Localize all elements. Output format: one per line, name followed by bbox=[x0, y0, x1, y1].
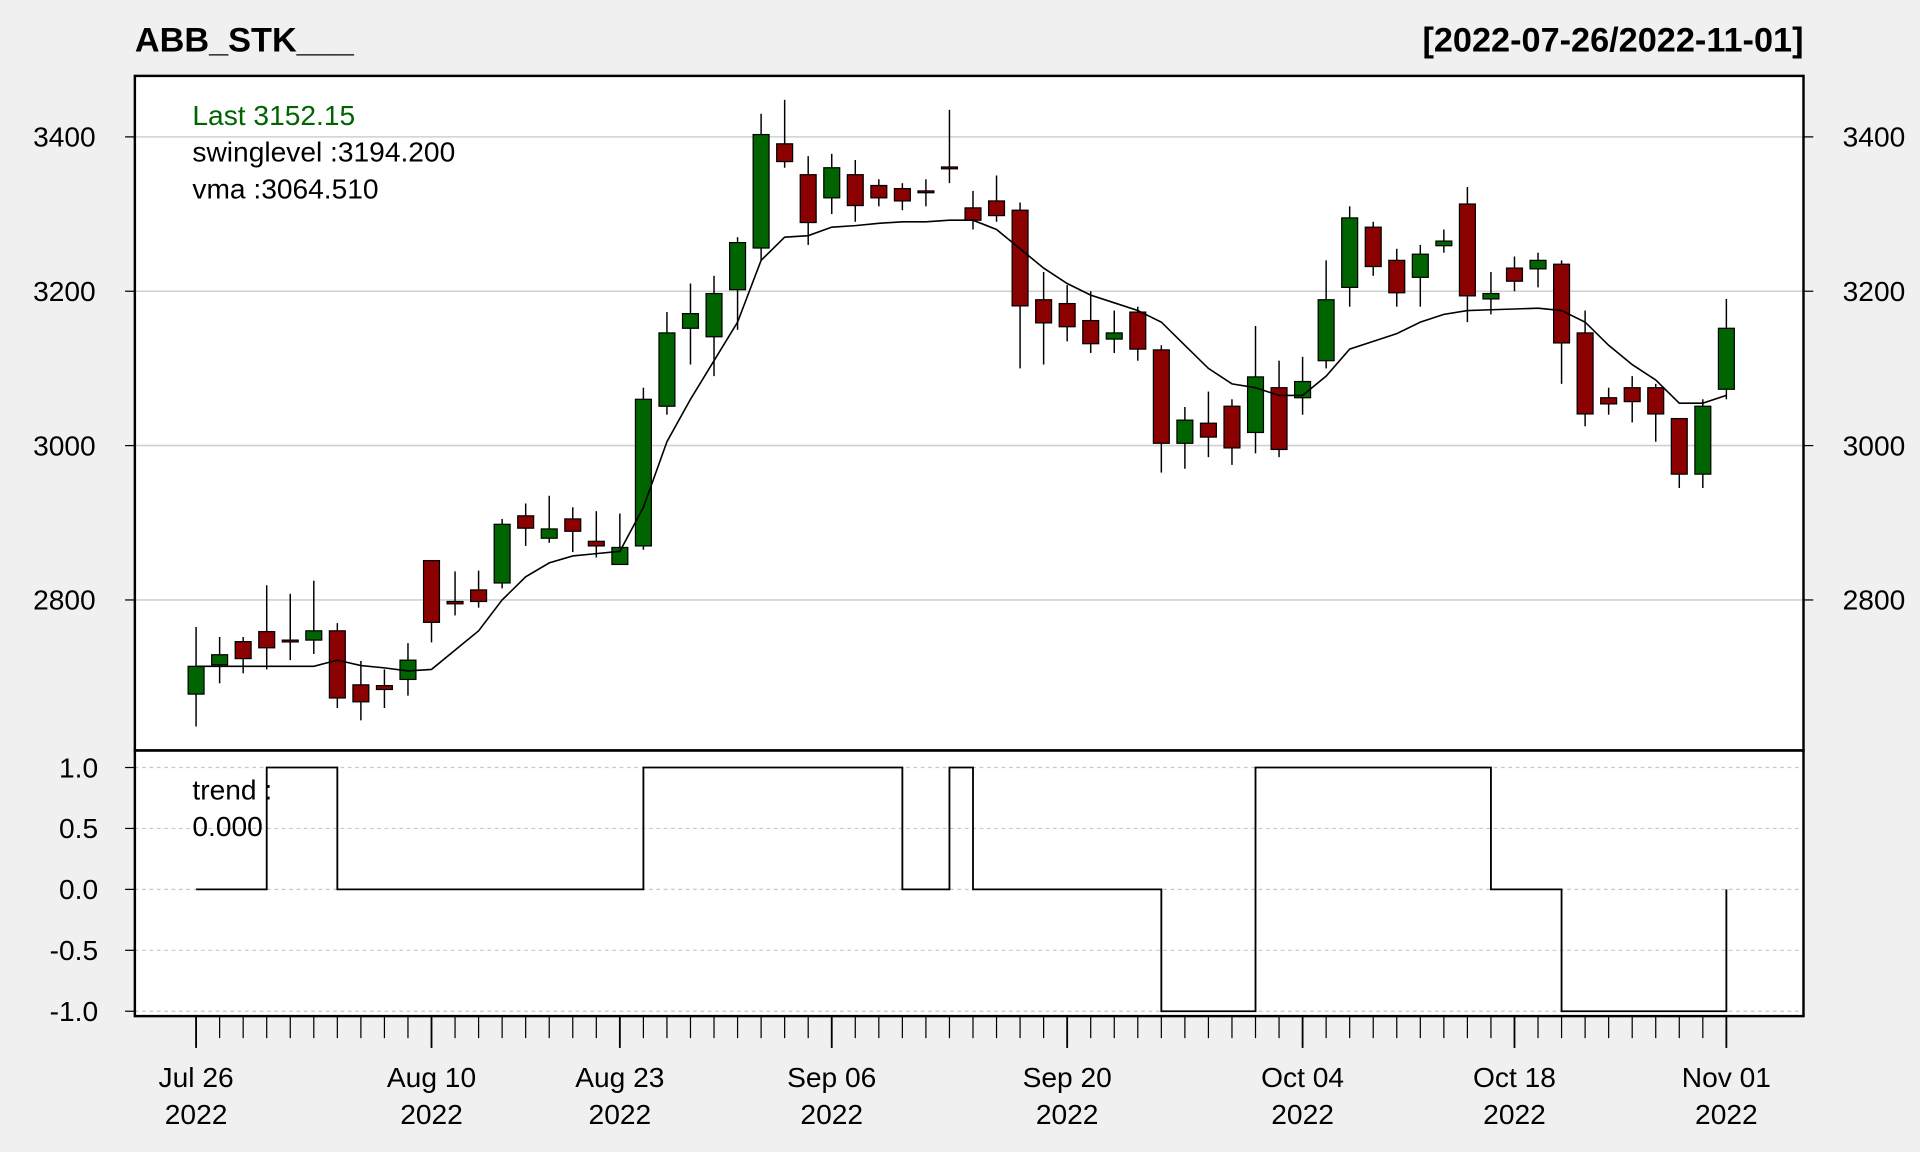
y2-tick-label: 3200 bbox=[1843, 276, 1906, 307]
candle-body bbox=[728, 241, 747, 291]
candle-body bbox=[1435, 240, 1453, 247]
y-tick-label: 1.0 bbox=[59, 752, 98, 783]
candle-body bbox=[1411, 253, 1429, 278]
candle-body bbox=[940, 166, 959, 170]
candle-body bbox=[1341, 217, 1359, 288]
last-annotation: Last 3152.15 bbox=[192, 100, 355, 131]
candle-body bbox=[799, 174, 817, 224]
candle-body bbox=[1270, 387, 1288, 451]
candle-body bbox=[1647, 387, 1665, 415]
chart-title: ABB_STK___ bbox=[135, 21, 355, 59]
candle-body bbox=[1223, 405, 1241, 449]
candle-body bbox=[375, 685, 393, 691]
y-tick-label: 2800 bbox=[33, 585, 96, 616]
candle-body bbox=[1482, 292, 1500, 300]
candle-body bbox=[846, 174, 864, 207]
candle-body bbox=[823, 167, 841, 199]
date-range: [2022-07-26/2022-11-01] bbox=[1422, 21, 1803, 59]
x-tick-label: Aug 10 2022 bbox=[387, 1062, 476, 1130]
y-tick-label: -1.0 bbox=[50, 996, 98, 1027]
candle-body bbox=[305, 630, 323, 641]
candle-body bbox=[1152, 349, 1170, 444]
candle-body bbox=[328, 630, 346, 699]
candle-body bbox=[352, 684, 370, 703]
candle-body bbox=[564, 518, 582, 532]
candle-body bbox=[1576, 332, 1594, 415]
trend-annotation: trend : bbox=[192, 774, 272, 805]
candle-body bbox=[870, 184, 888, 199]
candle-body bbox=[1199, 422, 1217, 438]
candle-body bbox=[1600, 397, 1618, 405]
candle-body bbox=[281, 639, 299, 643]
candle-body bbox=[1246, 376, 1265, 434]
candle-body bbox=[1035, 299, 1053, 324]
candle-body bbox=[1105, 332, 1123, 340]
candle-body bbox=[1670, 417, 1688, 475]
candle-body bbox=[211, 654, 229, 666]
candle-body bbox=[893, 187, 911, 202]
y-tick-label: 3000 bbox=[33, 430, 96, 461]
x-tick-label: Aug 23 2022 bbox=[575, 1062, 664, 1130]
y-tick-label: 3200 bbox=[33, 276, 96, 307]
candle-body bbox=[1458, 203, 1476, 297]
y-tick-label: 3400 bbox=[33, 122, 96, 153]
candle-body bbox=[1505, 267, 1524, 282]
candle-body bbox=[1694, 405, 1712, 475]
candle-body bbox=[1082, 319, 1100, 345]
trend-annotation: 0.000 bbox=[192, 811, 262, 842]
candle-body bbox=[1529, 259, 1547, 270]
vma-line bbox=[196, 219, 1727, 672]
swinglevel-annotation: swinglevel :3194.200 bbox=[192, 137, 455, 168]
candle-body bbox=[1129, 311, 1147, 350]
vma-annotation: vma :3064.510 bbox=[192, 173, 378, 204]
candle-body bbox=[1364, 226, 1382, 268]
candle-body bbox=[1058, 302, 1076, 328]
y2-tick-label: 3400 bbox=[1843, 122, 1906, 153]
candle-body bbox=[470, 589, 488, 603]
x-tick-label: Oct 18 2022 bbox=[1473, 1062, 1556, 1130]
y-tick-label: 0.5 bbox=[59, 813, 98, 844]
candle-body bbox=[1388, 259, 1406, 294]
x-tick-label: Jul 26 2022 bbox=[159, 1062, 234, 1130]
candle-body bbox=[658, 332, 676, 407]
plot-background bbox=[134, 75, 1804, 1017]
candle-body bbox=[964, 207, 982, 221]
candle-body bbox=[1552, 263, 1571, 344]
candle-body bbox=[446, 600, 464, 605]
x-tick-label: Sep 20 2022 bbox=[1023, 1062, 1112, 1130]
y-tick-label: 0.0 bbox=[59, 874, 98, 905]
candle-body bbox=[587, 540, 605, 547]
candle-body bbox=[258, 630, 276, 649]
candle-body bbox=[634, 398, 652, 547]
y2-tick-label: 3000 bbox=[1843, 430, 1906, 461]
candle-body bbox=[1717, 327, 1735, 390]
candle-body bbox=[187, 665, 205, 695]
candle-body bbox=[776, 143, 794, 163]
candle-body bbox=[1317, 299, 1335, 362]
candle-body bbox=[987, 200, 1006, 217]
candle-body bbox=[1623, 387, 1641, 403]
y2-tick-label: 2800 bbox=[1843, 585, 1906, 616]
x-tick-label: Nov 01 2022 bbox=[1682, 1062, 1771, 1130]
candle-body bbox=[234, 641, 252, 660]
candle-body bbox=[917, 190, 935, 194]
candle-body bbox=[681, 313, 700, 329]
candle-body bbox=[493, 523, 511, 584]
x-tick-label: Oct 04 2022 bbox=[1261, 1062, 1344, 1130]
y-tick-label: -0.5 bbox=[50, 935, 98, 966]
candle-body bbox=[752, 133, 770, 249]
candle-body bbox=[1176, 419, 1194, 444]
candle-body bbox=[1011, 209, 1029, 307]
candle-body bbox=[705, 292, 723, 338]
trend-line bbox=[196, 766, 1728, 1013]
candle-body bbox=[540, 528, 558, 539]
x-tick-label: Sep 06 2022 bbox=[787, 1062, 876, 1130]
candle-body bbox=[422, 559, 441, 623]
candle-body bbox=[517, 515, 535, 529]
